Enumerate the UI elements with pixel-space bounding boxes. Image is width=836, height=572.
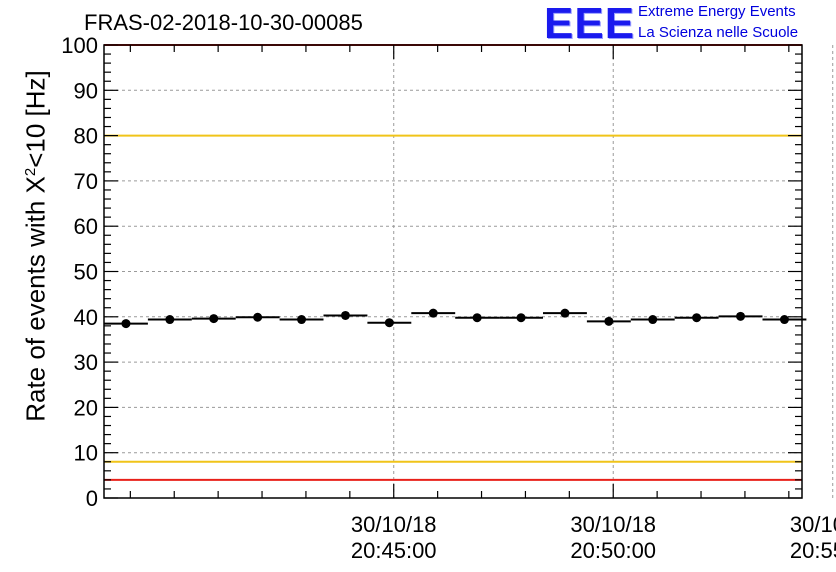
x-tick-label-time: 20:55:00	[790, 538, 836, 563]
data-point	[516, 313, 526, 323]
y-tick-label: 40	[74, 305, 98, 330]
y-tick-label: 10	[74, 441, 98, 466]
y-tick-label: 50	[74, 260, 98, 285]
logo-caption-line1: Extreme Energy Events	[638, 3, 796, 20]
x-tick-label-time: 20:45:00	[351, 538, 437, 563]
data-point	[209, 314, 219, 324]
data-point	[736, 311, 746, 321]
data-point	[560, 308, 570, 318]
y-tick-label: 70	[74, 169, 98, 194]
axes: 010203040506070809010030/10/1820:45:0030…	[61, 33, 836, 563]
y-tick-label: 100	[61, 33, 98, 58]
data-point	[340, 310, 350, 320]
y-tick-label: 0	[86, 486, 98, 511]
logo-caption-line2: La Scienza nelle Scuole	[638, 24, 799, 41]
eee-logo: EEE	[544, 0, 636, 48]
data-point	[253, 312, 263, 322]
data-point	[121, 319, 131, 329]
data-point	[472, 313, 482, 323]
y-tick-label: 80	[74, 124, 98, 149]
grid-layer	[104, 45, 834, 498]
data-point	[165, 315, 175, 325]
x-tick-label-time: 20:50:00	[570, 538, 656, 563]
y-tick-label: 90	[74, 78, 98, 103]
x-tick-label-date: 30/10/18	[570, 512, 656, 537]
x-tick-label-date: 30/10/18	[790, 512, 836, 537]
limit-lines	[104, 44, 802, 481]
data-point	[779, 315, 789, 325]
y-tick-label: 30	[74, 350, 98, 375]
chart-title: FRAS-02-2018-10-30-00085	[84, 10, 363, 35]
y-tick-label: 20	[74, 395, 98, 420]
data-point	[384, 318, 394, 328]
data-points	[104, 308, 807, 329]
data-point	[692, 313, 702, 323]
data-point	[297, 315, 307, 325]
data-point	[648, 315, 658, 325]
y-tick-label: 60	[74, 214, 98, 239]
data-point	[428, 308, 438, 318]
x-tick-label-date: 30/10/18	[351, 512, 437, 537]
data-point	[604, 316, 614, 326]
